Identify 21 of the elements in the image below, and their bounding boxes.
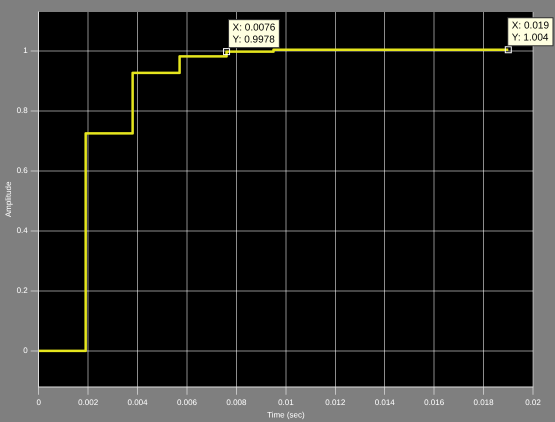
x-tick-label: 0.002 (78, 398, 99, 407)
y-tick-label: 0.8 (16, 106, 28, 116)
x-tick-label: 0.008 (226, 398, 247, 407)
y-tick-label: 0 (23, 346, 28, 356)
y-tick-label: 0.6 (16, 166, 28, 176)
y-tick-label: 0.4 (16, 226, 28, 236)
annotation: X: 0.0076 Y: 0.9978 (232, 22, 276, 46)
y-axis-title: Amplitude (4, 181, 14, 218)
x-tick-label: 0.018 (474, 398, 494, 407)
x-tick-label: 0.014 (374, 398, 396, 407)
x-tick-label: 0.004 (128, 398, 148, 407)
y-tick-label: 1 (23, 46, 28, 56)
annotation: X: 0.019 Y: 1.004 (512, 20, 550, 44)
y-tick-label: 0.2 (16, 286, 28, 296)
x-tick-label: 0.02 (525, 398, 542, 407)
x-tick-label: 0.01 (278, 398, 294, 407)
x-axis-title: Time (sec) (267, 410, 305, 420)
x-tick-label: 0.016 (424, 398, 445, 407)
x-tick-label: 0.006 (176, 398, 198, 407)
x-tick-label: 0.012 (325, 398, 346, 407)
x-tick-label: 0 (36, 398, 42, 407)
